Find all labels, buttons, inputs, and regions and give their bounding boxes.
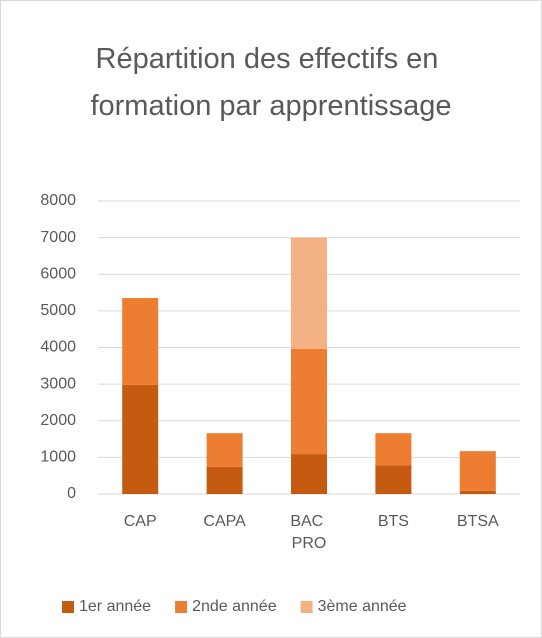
- bar-segment: [206, 433, 243, 467]
- bar-segment: [291, 454, 327, 494]
- bar-segment: [459, 490, 496, 494]
- x-tick-label: BAC PRO: [290, 513, 327, 552]
- y-tick-label: 0: [67, 485, 76, 502]
- legend-label: 3ème année: [318, 598, 407, 615]
- y-tick-label: 2000: [40, 412, 76, 429]
- legend-label: 1er année: [79, 598, 151, 615]
- y-tick-label: 3000: [40, 375, 76, 392]
- y-tick-label: 4000: [40, 339, 76, 356]
- bar-segment: [375, 433, 412, 466]
- legend-swatch: [300, 601, 313, 613]
- y-tick-label: 1000: [40, 449, 76, 466]
- bar-segment: [122, 384, 159, 494]
- bar-segment: [291, 348, 327, 455]
- bar-segment: [459, 451, 496, 491]
- legend-label: 2nde année: [192, 598, 277, 615]
- y-tick-label: 7000: [40, 229, 76, 246]
- y-tick-label: 6000: [40, 265, 76, 282]
- y-tick-label: 5000: [40, 302, 76, 319]
- bar-segment: [206, 466, 243, 494]
- x-tick-label: BTS: [378, 513, 409, 530]
- legend-swatch: [175, 601, 188, 613]
- chart-title: Répartition des effectifs en formation p…: [90, 43, 451, 122]
- bar-segment: [375, 465, 412, 494]
- x-tick-label: CAPA: [203, 513, 246, 530]
- legend-swatch: [62, 601, 74, 613]
- x-tick-label: CAP: [124, 513, 157, 530]
- x-tick-label: BTSA: [457, 513, 499, 530]
- bar-segment: [122, 298, 159, 385]
- y-tick-label: 8000: [40, 192, 76, 209]
- bar-segment: [291, 237, 327, 349]
